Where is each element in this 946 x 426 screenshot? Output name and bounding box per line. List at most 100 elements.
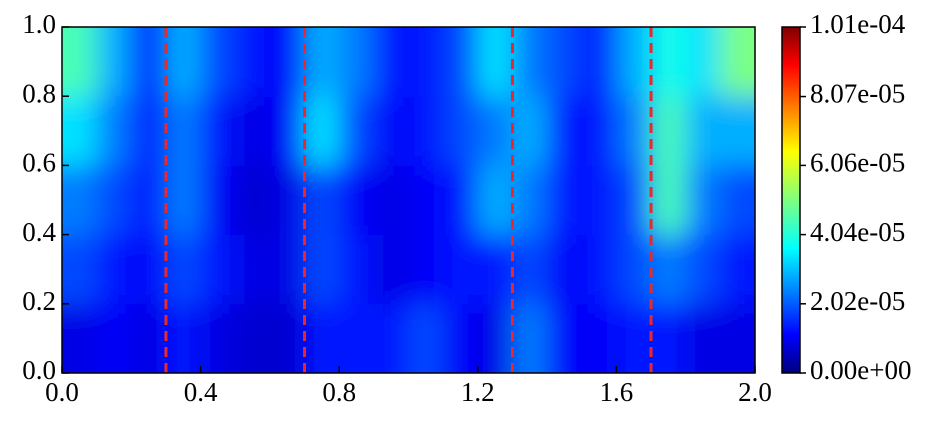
heat-cell (477, 96, 513, 166)
heat-cell (512, 165, 548, 236)
heat-cell (131, 96, 167, 166)
heat-cell (200, 27, 236, 97)
plot-frame (61, 26, 756, 374)
y-tick-label: 0.0 (22, 355, 56, 385)
heat-cell (443, 27, 479, 97)
heat-cell (200, 96, 236, 166)
heat-cell (685, 165, 721, 236)
heat-cell (304, 303, 340, 373)
heat-cell (685, 27, 721, 97)
heat-cell (235, 27, 271, 97)
colorbar-tick-label: 2.02e-05 (810, 286, 905, 316)
heat-cell (131, 303, 167, 373)
heat-cell (685, 96, 721, 166)
heat-cell (408, 303, 444, 373)
heat-cell (477, 165, 513, 236)
heat-cell (720, 303, 755, 373)
colorbar-frame (781, 26, 801, 374)
x-tick-label: 0.8 (322, 377, 356, 407)
heat-cell (581, 303, 617, 373)
heat-cell (651, 165, 687, 236)
y-tick-label: 0.2 (22, 286, 56, 316)
heat-cell (304, 165, 340, 236)
heat-cell (96, 165, 132, 236)
heat-cell (269, 96, 306, 166)
heat-cell (477, 303, 513, 373)
x-tick-label: 0.4 (184, 377, 218, 407)
heat-cell (408, 96, 444, 166)
heat-cell (235, 165, 271, 236)
heat-cell (547, 234, 583, 305)
heat-cell (616, 303, 652, 373)
heat-cell (373, 234, 409, 305)
heat-cell (62, 234, 98, 305)
heat-cell (96, 27, 132, 97)
heat-cell (547, 303, 583, 373)
heat-cell (339, 96, 375, 166)
heat-cell (616, 234, 652, 305)
heat-cell (720, 96, 755, 166)
heat-cell (96, 303, 132, 373)
heat-cell (339, 234, 375, 305)
heat-cell (651, 27, 687, 97)
heat-cell (477, 27, 513, 97)
x-tick-label: 1.6 (600, 377, 634, 407)
y-tick-label: 0.4 (22, 217, 56, 247)
heat-cell (96, 96, 132, 166)
heat-cell (165, 27, 202, 97)
heat-cell (165, 96, 202, 166)
heat-cell (512, 303, 548, 373)
y-tick-label: 0.8 (22, 78, 56, 108)
colorbar (782, 27, 800, 373)
heat-cell (373, 27, 409, 97)
heat-cell (443, 165, 479, 236)
heat-cell (443, 96, 479, 166)
heat-cell (547, 165, 583, 236)
heat-cell (512, 234, 548, 305)
heat-cell (685, 303, 721, 373)
heat-cell (373, 165, 409, 236)
heat-cell (408, 27, 444, 97)
heat-cell (96, 234, 132, 305)
heat-cell (581, 165, 617, 236)
heat-cell (339, 27, 375, 97)
heat-cell (373, 303, 409, 373)
y-tick-label: 1.0 (22, 9, 56, 39)
heat-cell (131, 27, 167, 97)
heat-cell (512, 96, 548, 166)
heat-cell (651, 234, 687, 305)
heat-cell (443, 234, 479, 305)
heat-cell (685, 234, 721, 305)
heat-cell (235, 303, 271, 373)
heat-cell (443, 303, 479, 373)
heat-cell (408, 234, 444, 305)
x-tick-label: 2.0 (738, 377, 772, 407)
heat-cell (62, 165, 98, 236)
colorbar-tick-label: 0.00e+00 (810, 355, 911, 385)
heat-cell (581, 96, 617, 166)
heat-cell (62, 96, 98, 166)
heat-cell (269, 165, 306, 236)
heat-cell (200, 303, 236, 373)
heat-cell (581, 27, 617, 97)
heat-cell (408, 165, 444, 236)
colorbar-tick-label: 1.01e-04 (810, 9, 906, 39)
heat-cell (62, 303, 98, 373)
x-tick-label: 0.0 (45, 377, 79, 407)
heat-cell (720, 27, 755, 97)
heat-cell (616, 165, 652, 236)
heat-cell (547, 27, 583, 97)
heat-cell (616, 27, 652, 97)
heat-cell (131, 165, 167, 236)
heat-cell (720, 165, 755, 236)
x-tick-label: 1.2 (461, 377, 495, 407)
heat-cell (720, 234, 755, 305)
heat-cell (651, 96, 687, 166)
heat-cell (304, 234, 340, 305)
heat-cell (200, 165, 236, 236)
colorbar-tick-label: 8.07e-05 (810, 79, 905, 109)
heat-cell (269, 303, 306, 373)
heat-cell (62, 27, 98, 97)
heat-cell (304, 96, 340, 166)
